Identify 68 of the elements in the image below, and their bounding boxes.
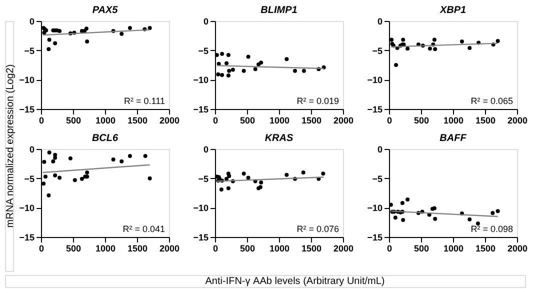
x-tick-label: 2000 xyxy=(159,116,180,126)
x-tick-label: 0 xyxy=(212,244,218,254)
y-tick-label: 0 xyxy=(203,144,208,154)
x-tick-label: 1500 xyxy=(301,244,322,254)
x-tick-label: 2000 xyxy=(159,244,180,254)
x-tick-label: 0 xyxy=(38,116,44,126)
y-tick-label: −15 xyxy=(193,104,208,114)
y-tick-label: −15 xyxy=(367,232,382,242)
y-tick-label: 0 xyxy=(377,144,382,154)
y-tick-label: 0 xyxy=(29,16,34,26)
y-tick-label: −10 xyxy=(19,203,34,214)
y-axis-title: mRNA normalized expression (Log2) xyxy=(5,64,16,228)
y-tick-label: 0 xyxy=(29,144,34,154)
annotation: R² = 0.019 xyxy=(296,96,339,106)
annotation: R² = 0.098 xyxy=(470,224,513,234)
x-tick-label: 1000 xyxy=(95,244,116,254)
annotation: R² = 0.065 xyxy=(470,96,513,106)
x-axis-title: Anti-IFN-γ AAb levels (Arbitrary Unit/mL) xyxy=(205,276,385,287)
annotation: R² = 0.076 xyxy=(296,224,339,234)
y-tick-label: −5 xyxy=(198,174,208,184)
x-tick-label: 500 xyxy=(414,116,430,126)
y-tick-label: 0 xyxy=(377,16,382,26)
y-tick-label: 0 xyxy=(203,16,208,26)
y-tick-label: −10 xyxy=(367,75,382,86)
chart-title: BAFF xyxy=(440,133,468,144)
chart-title: BLIMP1 xyxy=(260,5,298,16)
y-tick-label: −5 xyxy=(372,174,382,184)
annotation: R² = 0.111 xyxy=(124,96,165,106)
y-tick-label: −10 xyxy=(19,75,34,86)
y-tick-label: −15 xyxy=(367,104,382,114)
chart-title: BCL6 xyxy=(92,133,118,144)
x-tick-label: 500 xyxy=(240,244,256,254)
x-tick-label: 2000 xyxy=(333,244,354,254)
chart-title: XBP1 xyxy=(438,5,466,16)
y-tick-label: −15 xyxy=(19,232,34,242)
x-tick-label: 500 xyxy=(66,244,82,254)
x-tick-label: 2000 xyxy=(333,116,354,126)
x-tick-label: 1500 xyxy=(127,116,148,126)
y-tick-label: −10 xyxy=(367,203,382,214)
y-tick-label: −15 xyxy=(19,104,34,114)
x-tick-label: 1000 xyxy=(269,116,290,126)
x-tick-label: 0 xyxy=(38,244,44,254)
y-tick-label: −5 xyxy=(372,46,382,56)
x-tick-label: 500 xyxy=(240,116,256,126)
x-tick-label: 500 xyxy=(66,116,82,126)
y-tick-label: −5 xyxy=(24,46,34,56)
x-tick-label: 0 xyxy=(386,244,392,254)
chart-title: PAX5 xyxy=(92,5,118,16)
y-tick-label: −5 xyxy=(24,174,34,184)
x-tick-label: 1000 xyxy=(443,116,464,126)
annotation: R² = 0.041 xyxy=(122,224,165,234)
x-tick-label: 0 xyxy=(386,116,392,126)
x-tick-label: 1500 xyxy=(475,244,496,254)
x-tick-label: 1000 xyxy=(269,244,290,254)
y-tick-label: −15 xyxy=(193,232,208,242)
chart-title: KRAS xyxy=(264,133,294,144)
y-tick-label: −5 xyxy=(198,46,208,56)
x-tick-label: 1500 xyxy=(301,116,322,126)
x-tick-label: 2000 xyxy=(507,244,528,254)
x-tick-label: 0 xyxy=(212,116,218,126)
x-tick-label: 500 xyxy=(414,244,430,254)
x-tick-label: 1500 xyxy=(127,244,148,254)
y-tick-label: −10 xyxy=(193,75,208,86)
y-tick-label: −10 xyxy=(193,203,208,214)
x-tick-label: 1000 xyxy=(95,116,116,126)
x-tick-label: 1000 xyxy=(443,244,464,254)
x-tick-label: 1500 xyxy=(475,116,496,126)
x-tick-label: 2000 xyxy=(507,116,528,126)
